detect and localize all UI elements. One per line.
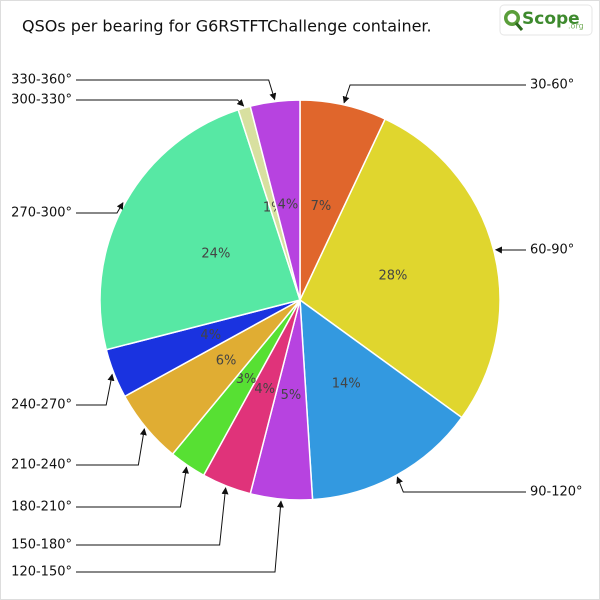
slice-percent: 3% [236,372,257,387]
leader-line [396,476,526,493]
slice-percent: 6% [216,354,237,369]
slice-percent: 14% [332,377,361,392]
leader-line [76,99,245,107]
leader-line [76,466,189,508]
pie-slice [99,108,301,351]
leader-line [76,79,277,101]
slice-label: 210-240° [11,458,72,473]
leader-line [76,373,115,406]
leader-line [342,84,526,104]
leader-line [76,428,147,466]
slice-label: 270-300° [11,206,72,221]
leader-line [76,487,229,546]
logo-suffix: .org [568,22,584,31]
slice-label: 240-270° [11,398,72,413]
slice-percent: 28% [379,269,408,284]
slice-percent: 5% [281,388,302,403]
logo: Scope .org [499,4,593,36]
pie-slice [299,298,463,501]
slice-label: 30-60° [530,78,574,93]
slice-label: 330-360° [11,73,72,88]
slice-percent: 4% [254,382,275,397]
slice-label: 120-150° [11,565,72,580]
slice-label: 90-120° [530,485,583,500]
slice-label: 60-90° [530,243,574,258]
leader-line [76,500,284,573]
slice-percent: 24% [201,246,230,261]
slice-percent: 4% [278,197,299,212]
slice-label: 300-330° [11,93,72,108]
pie-slice [299,118,501,419]
slice-label: 150-180° [11,538,72,553]
slice-label: 180-210° [11,500,72,515]
slice-percent: 7% [311,199,332,214]
slice-percent: 4% [200,328,221,343]
logo-text: Scope [522,9,580,29]
pie-slice [249,99,301,301]
chart-title: QSOs per bearing for G6RSTFTChallenge co… [22,17,432,36]
leader-line [76,202,124,214]
